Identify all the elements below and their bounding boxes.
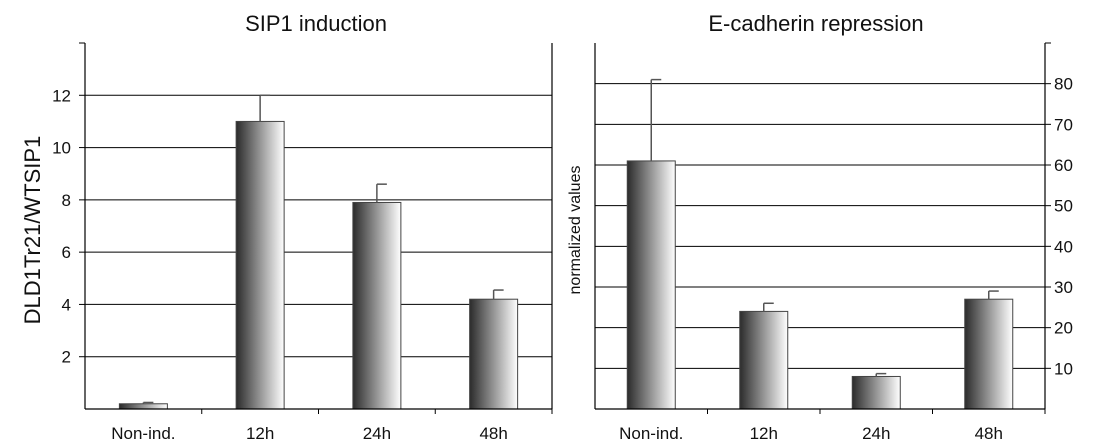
y-tick-label: 4 (62, 295, 71, 314)
e-cadherin-repression-chart: E-cadherin repression normalized values … (567, 11, 1073, 443)
y-tick-label: 30 (1054, 278, 1073, 297)
bar (964, 298, 1014, 410)
bar (739, 310, 789, 410)
y-tick-labels: 10 20 30 40 50 60 70 80 (1054, 75, 1073, 379)
y-axis-label: DLD1Tr21/WTSIP1 (20, 136, 45, 325)
y-tick-label: 40 (1054, 237, 1073, 256)
bar (469, 298, 519, 410)
x-tick-labels: Non-ind. 12h 24h 48h (619, 424, 1003, 443)
sip1-induction-chart: SIP1 induction DLD1Tr21/WTSIP1 24681012 … (20, 11, 553, 443)
y-tick-label: 60 (1054, 156, 1073, 175)
x-tick-labels: Non-ind. 12h 24h 48h (111, 424, 508, 443)
y-tick-label: 10 (52, 139, 71, 158)
bar (118, 403, 168, 410)
x-tick-label: 12h (246, 424, 274, 443)
axes (79, 42, 553, 414)
y-tick-label: 12 (52, 86, 71, 105)
y-tick-label: 20 (1054, 319, 1073, 338)
bar (626, 160, 676, 410)
bars (626, 78, 1014, 410)
x-tick-label: Non-ind. (111, 424, 175, 443)
bar (851, 375, 901, 410)
y-axis-label: normalized values (567, 166, 584, 295)
bars (118, 94, 519, 410)
y-tick-label: 6 (62, 243, 71, 262)
chart-title: SIP1 induction (245, 11, 387, 36)
axes (594, 42, 1051, 414)
y-tick-labels: 2 4 6 8 10 12 (52, 86, 71, 366)
x-tick-label: 12h (750, 424, 778, 443)
y-tick-label: 8 (62, 191, 71, 210)
x-tick-label: 24h (363, 424, 391, 443)
bar (352, 201, 402, 410)
x-tick-label: 48h (479, 424, 507, 443)
y-tick-label: 80 (1054, 75, 1073, 94)
chart-title: E-cadherin repression (708, 11, 923, 36)
bar (235, 120, 285, 410)
y-tick-label: 2 (62, 348, 71, 367)
y-tick-label: 50 (1054, 197, 1073, 216)
y-tick-label: 10 (1054, 359, 1073, 378)
x-tick-label: 24h (862, 424, 890, 443)
x-tick-label: 48h (975, 424, 1003, 443)
y-tick-label: 70 (1054, 115, 1073, 134)
x-tick-label: Non-ind. (619, 424, 683, 443)
